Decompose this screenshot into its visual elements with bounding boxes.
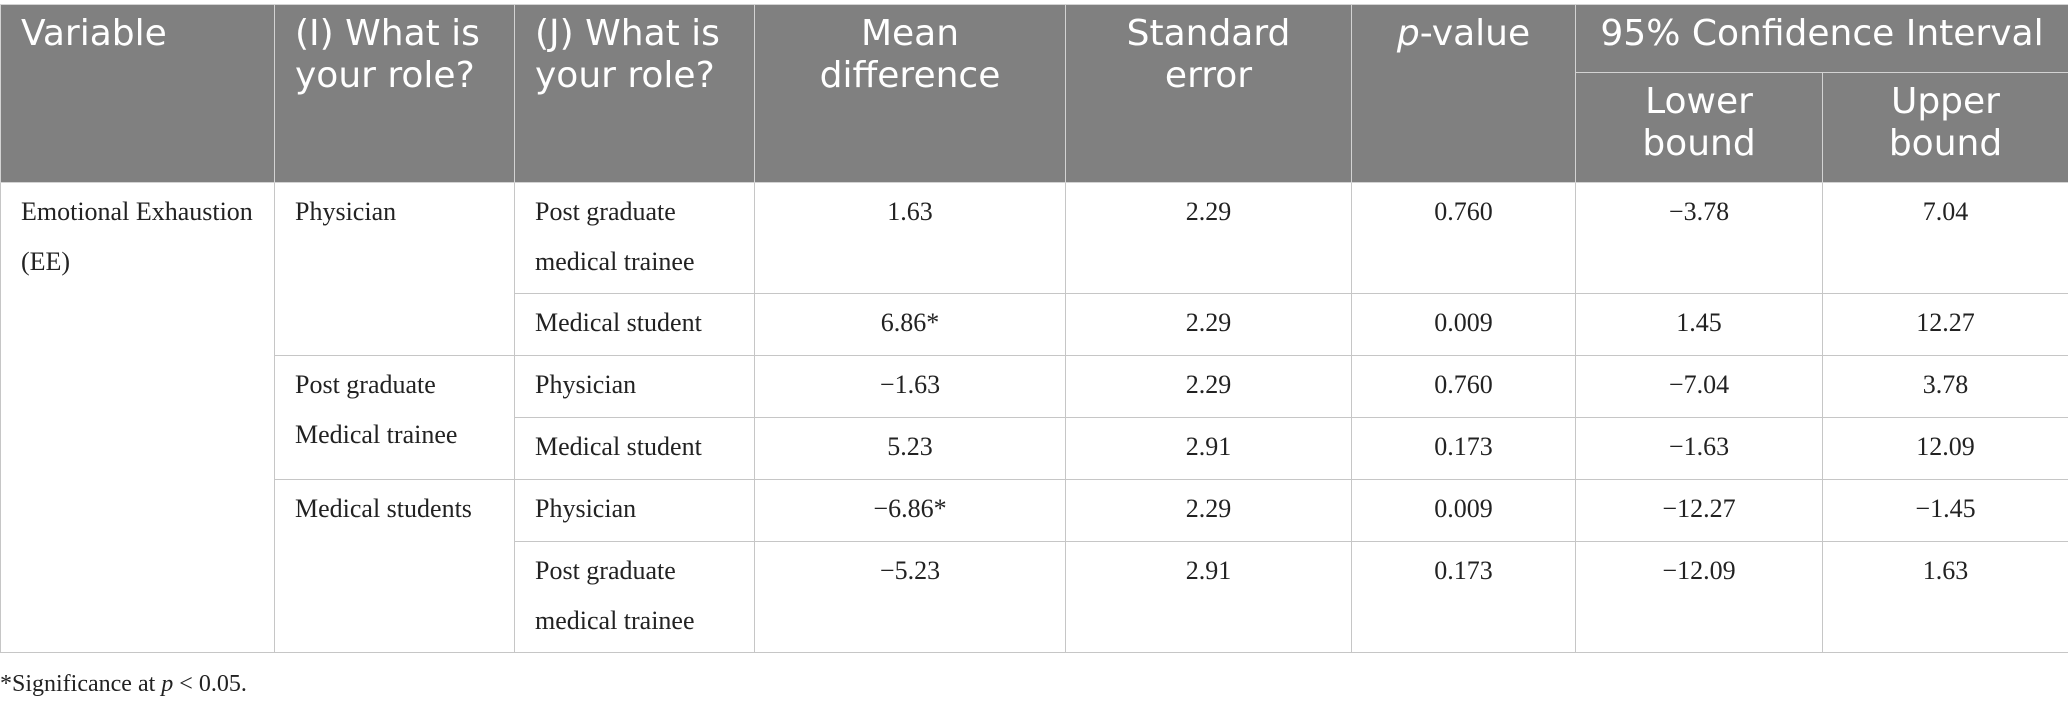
p-value-cell: 0.173	[1351, 417, 1576, 480]
i-role-cell: Medical students	[274, 479, 515, 653]
upper-bound-cell: −1.45	[1822, 479, 2068, 542]
lower-bound-cell: 1.45	[1575, 293, 1823, 356]
p-value-cell: 0.009	[1351, 479, 1576, 542]
upper-bound-cell: 12.27	[1822, 293, 2068, 356]
upper-bound-cell: 1.63	[1822, 541, 2068, 653]
j-role-cell: Physician	[514, 355, 755, 418]
table-row: Post graduate Medical trainee Physician …	[1, 355, 2068, 480]
variable-cell: Emotional Exhaustion (EE)	[0, 182, 275, 653]
table-body: Emotional Exhaustion (EE) Physician Post…	[0, 182, 2068, 653]
mean-difference-cell: −1.63	[754, 355, 1066, 418]
standard-error-cell: 2.91	[1065, 417, 1352, 480]
standard-error-cell: 2.91	[1065, 541, 1352, 653]
j-role-cell: Physician	[514, 479, 755, 542]
standard-error-cell: 2.29	[1065, 293, 1352, 356]
p-value-cell: 0.009	[1351, 293, 1576, 356]
p-value-cell: 0.760	[1351, 355, 1576, 418]
i-role-cell: Post graduate Medical trainee	[274, 355, 515, 480]
header-variable: Variable	[0, 4, 275, 183]
j-role-cell: Post graduate medical trainee	[514, 541, 755, 653]
header-standard-error: Standard error	[1065, 4, 1352, 183]
header-upper-bound: Upper bound	[1822, 72, 2068, 183]
table-row: Emotional Exhaustion (EE) Physician Post…	[0, 182, 2068, 653]
lower-bound-cell: −3.78	[1575, 182, 1823, 294]
upper-bound-cell: 12.09	[1822, 417, 2068, 480]
header-p-suffix: -value	[1419, 13, 1531, 54]
header-j-role: (J) What is your role?	[514, 4, 755, 183]
lower-bound-cell: −7.04	[1575, 355, 1823, 418]
mean-difference-cell: 5.23	[754, 417, 1066, 480]
mean-difference-cell: −6.86*	[754, 479, 1066, 542]
mean-difference-cell: 1.63	[754, 182, 1066, 294]
p-value-cell: 0.173	[1351, 541, 1576, 653]
mean-difference-cell: −5.23	[754, 541, 1066, 653]
table-header: Variable (I) What is your role? (J) What…	[0, 4, 2068, 183]
lower-bound-cell: −12.27	[1575, 479, 1823, 542]
mean-difference-cell: 6.86*	[754, 293, 1066, 356]
p-value-cell: 0.760	[1351, 182, 1576, 294]
j-role-cell: Medical student	[514, 293, 755, 356]
footnote-p-symbol: p	[161, 671, 174, 697]
standard-error-cell: 2.29	[1065, 182, 1352, 294]
header-confidence-interval: 95% Confidence Interval	[1575, 4, 2068, 73]
header-p-symbol: p	[1396, 13, 1420, 54]
upper-bound-cell: 3.78	[1822, 355, 2068, 418]
comparison-table: Variable (I) What is your role? (J) What…	[0, 4, 2068, 653]
lower-bound-cell: −1.63	[1575, 417, 1823, 480]
j-role-cell: Medical student	[514, 417, 755, 480]
header-mean-difference: Mean difference	[754, 4, 1066, 183]
header-lower-bound: Lower bound	[1575, 72, 1823, 183]
i-role-cell: Physician	[274, 182, 515, 356]
upper-bound-cell: 7.04	[1822, 182, 2068, 294]
header-i-role: (I) What is your role?	[274, 4, 515, 183]
table-row: Medical students Physician −6.86* 2.29 0…	[1, 479, 2068, 653]
header-p-value: p-value	[1351, 4, 1576, 183]
standard-error-cell: 2.29	[1065, 355, 1352, 418]
table-footnote: *Significance at p < 0.05.	[0, 668, 247, 700]
standard-error-cell: 2.29	[1065, 479, 1352, 542]
j-role-cell: Post graduate medical trainee	[514, 182, 755, 294]
table-row: Post graduate medical trainee −5.23 2.91…	[1, 541, 2068, 653]
footnote-suffix: < 0.05.	[173, 671, 247, 697]
lower-bound-cell: −12.09	[1575, 541, 1823, 653]
table-row: Medical student 5.23 2.91 0.173 −1.63 12…	[1, 417, 2068, 480]
footnote-prefix: *Significance at	[0, 671, 162, 697]
